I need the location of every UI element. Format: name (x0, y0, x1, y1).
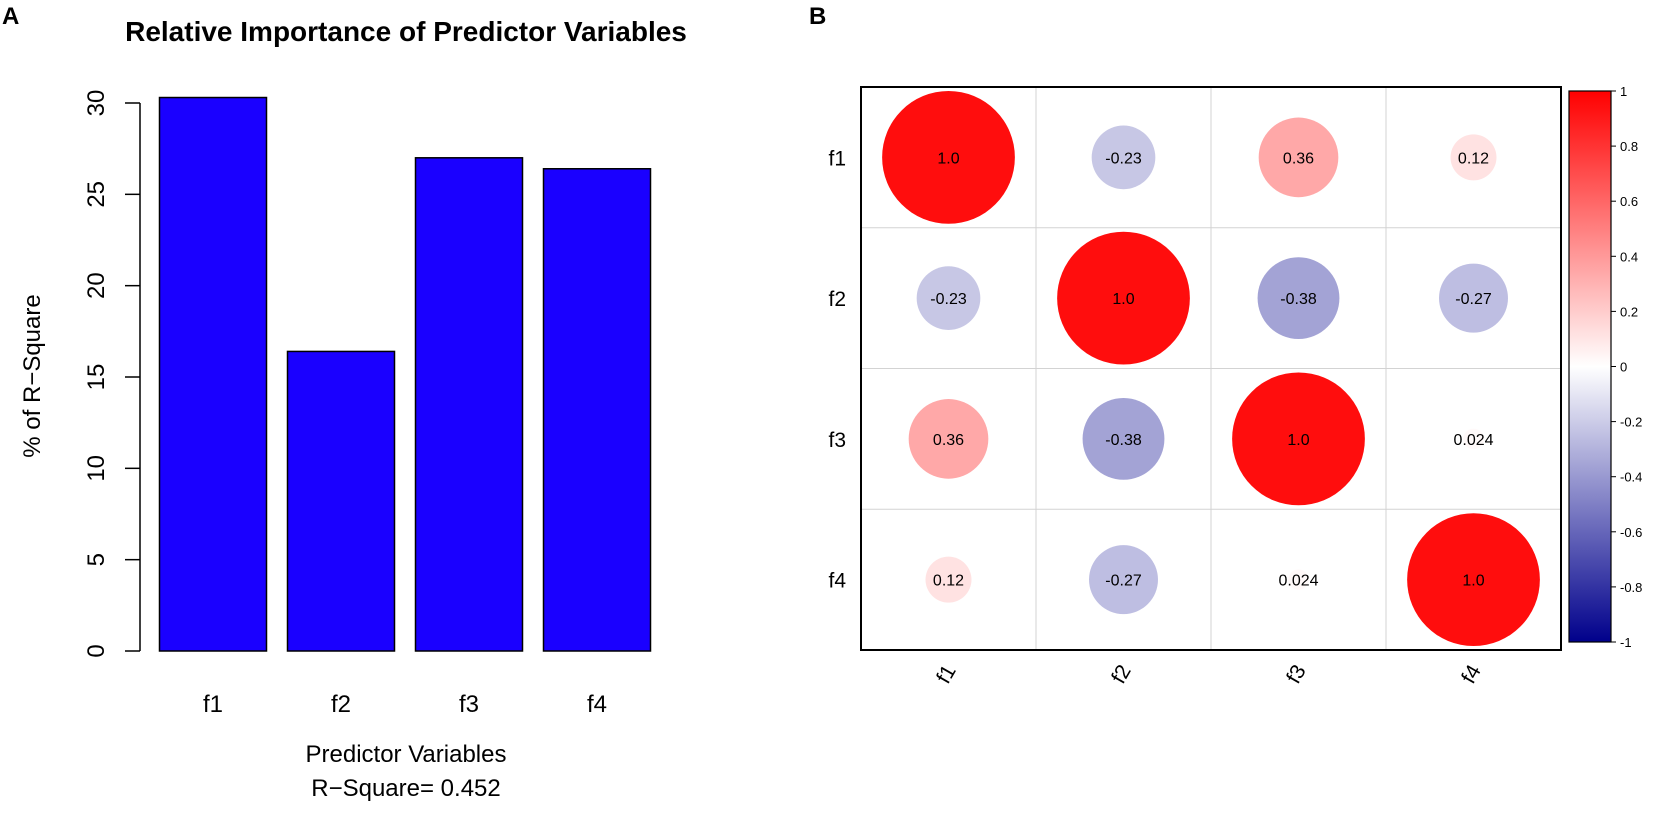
corr-circle-f1-f2 (1091, 125, 1156, 190)
corr-circle-f2-f4 (1439, 263, 1508, 333)
corr-circle-f3-f4 (1463, 428, 1484, 450)
panel-b-letter: B (809, 3, 826, 30)
corr-circle-f4-f4 (1407, 513, 1540, 646)
corr-value-f3-f3: 1.0 (1287, 432, 1309, 449)
colorbar-tick-label: 0.6 (1620, 194, 1638, 209)
colorbar-tick-label: 0 (1620, 360, 1627, 375)
corr-circle-f2-f1 (916, 266, 981, 330)
bar-chart-title: Relative Importance of Predictor Variabl… (125, 16, 687, 47)
bar-y-axis: 0 5 10 15 20 25 30 (83, 90, 141, 658)
corr-circle-f3-f1 (908, 399, 989, 479)
bar-x-tick-label: f3 (459, 691, 479, 718)
corr-circle-f4-f2 (1089, 545, 1158, 615)
colorbar-tick-label: 1 (1620, 84, 1627, 99)
bar-y-tick-label: 30 (83, 90, 110, 117)
colorbar (1568, 90, 1612, 643)
bar-subtitle: R−Square= 0.452 (311, 775, 500, 802)
corr-value-f4-f4: 1.0 (1462, 573, 1484, 590)
corr-circle-f4-f1 (925, 556, 972, 603)
corr-circle-f3-f3 (1232, 372, 1365, 506)
corr-value-f3-f4: 0.024 (1453, 432, 1493, 449)
bar-x-tick-labels: f1 f2 f3 f4 (203, 691, 607, 718)
corr-plot-frame (860, 86, 1562, 651)
corr-value-f2-f2: 1.0 (1112, 291, 1134, 308)
corr-circle-f4-f3 (1288, 569, 1309, 590)
corr-value-f4-f3: 0.024 (1278, 573, 1318, 590)
colorbar-ticks: 1 0.8 0.6 0.4 0.2 0 -0.2 -0.4 -0.6 -0.8 -1 (1611, 84, 1642, 650)
bar-y-tick-label: 25 (83, 181, 110, 208)
corr-circle-f2-f3 (1257, 257, 1340, 340)
bar-y-tick-label: 0 (83, 644, 110, 657)
panel-a-letter: A (2, 3, 19, 30)
corr-row-label: f1 (828, 147, 846, 170)
bar-y-tick-label: 5 (83, 553, 110, 566)
bar-y-tick-label: 20 (83, 272, 110, 299)
colorbar-tick-label: -0.2 (1620, 415, 1642, 430)
corr-value-f1-f4: 0.12 (1458, 150, 1489, 167)
bar-x-axis-label: Predictor Variables (306, 741, 507, 768)
corr-cells: 1.0 -0.23 0.36 0.12 -0.23 1.0 -0.38 -0.27 0.36 -0… (882, 91, 1540, 646)
corr-grid (861, 87, 1561, 650)
corr-row-labels: f1 f2 f3 f4 (828, 147, 846, 592)
corr-col-label: f2 (1107, 661, 1136, 688)
corr-circle-f3-f2 (1082, 397, 1165, 480)
colorbar-tick-label: -1 (1620, 635, 1632, 650)
corr-value-f2-f1: -0.23 (930, 291, 967, 308)
bar-y-tick-label: 10 (83, 455, 110, 482)
bar-f2 (286, 350, 396, 652)
bar-f4 (542, 168, 652, 652)
corr-value-f2-f4: -0.27 (1455, 291, 1492, 308)
corr-col-label: f3 (1282, 661, 1311, 688)
corr-circle-f2-f2 (1057, 231, 1190, 365)
corr-circle-f1-f4 (1450, 134, 1497, 181)
corr-circle-f1-f1 (882, 91, 1015, 224)
corr-value-f1-f2: -0.23 (1105, 150, 1142, 167)
corr-value-f3-f1: 0.36 (933, 432, 964, 449)
colorbar-tick-label: -0.8 (1620, 580, 1642, 595)
corr-col-labels: f1 f2 f3 f4 (932, 661, 1486, 688)
corr-col-label: f1 (932, 661, 961, 688)
bar-y-tick-label: 15 (83, 364, 110, 391)
corr-row-label: f2 (828, 288, 846, 311)
colorbar-tick-label: 0.4 (1620, 249, 1638, 264)
colorbar-tick-label: -0.4 (1620, 470, 1642, 485)
bar-x-tick-label: f4 (587, 691, 607, 718)
bar-f3 (414, 157, 524, 652)
bar-series (158, 96, 652, 652)
colorbar-tick-label: 0.8 (1620, 139, 1638, 154)
colorbar-tick-label: -0.6 (1620, 525, 1642, 540)
corr-value-f4-f1: 0.12 (933, 573, 964, 590)
corr-value-f1-f3: 0.36 (1283, 150, 1314, 167)
colorbar-tick-label: 0.2 (1620, 304, 1638, 319)
corr-row-label: f3 (828, 429, 846, 452)
corr-col-label: f4 (1457, 661, 1486, 688)
bar-x-tick-label: f1 (203, 691, 223, 718)
corr-row-label: f4 (828, 570, 846, 593)
corr-value-f1-f1: 1.0 (937, 150, 959, 167)
panel-b-correlation-matrix: B 1.0 -0.23 0.36 0.12 -0.23 1.0 -0.38 -0.27 0.36… (809, 3, 1642, 688)
corr-value-f3-f2: -0.38 (1105, 432, 1142, 449)
bar-x-tick-label: f2 (331, 691, 351, 718)
corr-circle-f1-f3 (1258, 117, 1339, 198)
panel-a-bar-chart: A Relative Importance of Predictor Varia… (2, 3, 687, 802)
corr-value-f4-f2: -0.27 (1105, 573, 1142, 590)
bar-y-axis-label: % of R−Square (19, 294, 46, 457)
bar-f1 (158, 96, 268, 652)
corr-value-f2-f3: -0.38 (1280, 291, 1317, 308)
